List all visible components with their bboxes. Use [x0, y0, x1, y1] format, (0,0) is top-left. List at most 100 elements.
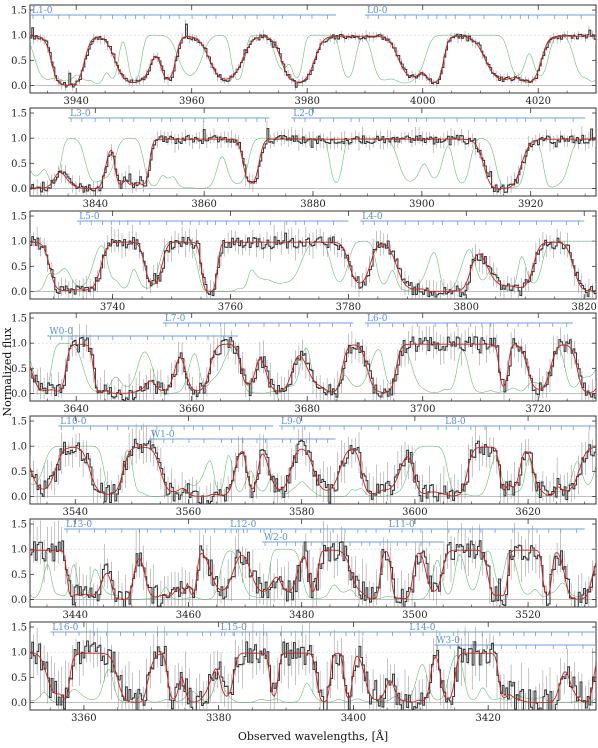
band-label: L2-0 [293, 109, 314, 119]
band-label: L6-0 [367, 314, 388, 324]
panel-6: 0.0 0.5 1.0 1.5 3440 3460 3480 3500 3520 L13-0 L12… [11, 518, 597, 621]
x-axis-title: Observed wavelengths, [Å] [238, 729, 388, 743]
model-fit [30, 446, 596, 497]
band-label: W1-0 [151, 430, 175, 440]
x-tick-label: 3460 [176, 610, 201, 621]
x-tick-label: 3680 [294, 404, 319, 415]
y-tick-label: 1.5 [11, 314, 27, 325]
x-tick-label: 3580 [289, 507, 314, 518]
band-label: L9-0 [281, 417, 302, 427]
x-tick-label: 3840 [83, 199, 108, 210]
band-L14-0: L14-0 [407, 623, 596, 636]
x-tick-label: 3740 [100, 302, 125, 313]
observed-spectrum [30, 540, 596, 607]
y-tick-label: 1.0 [11, 237, 27, 248]
y-tick-label: 0.0 [11, 184, 27, 195]
panel-1: 0.0 0.5 1.0 1.5 3940 3960 3980 4000 4020 L1-0 L0-0 [11, 4, 597, 107]
band-label: L5-0 [79, 212, 100, 222]
band-label: L4-0 [362, 212, 383, 222]
y-tick-label: 0.5 [11, 56, 27, 67]
y-tick-label: 0.0 [11, 492, 27, 503]
y-tick-label: 1.0 [11, 648, 27, 659]
band-label: L16-0 [52, 623, 78, 633]
band-label: L10-0 [60, 417, 86, 427]
panel-frame [29, 312, 597, 402]
y-tick-label: 1.5 [11, 520, 27, 531]
x-tick-label: 3880 [300, 199, 325, 210]
error-bars [30, 221, 596, 299]
x-tick-label: 3560 [176, 507, 201, 518]
y-tick-label: 1.0 [11, 31, 27, 42]
band-label: W3-0 [436, 636, 460, 646]
x-tick-label: 3920 [518, 199, 543, 210]
y-tick-label: 1.0 [11, 134, 27, 145]
y-tick-label: 0.0 [11, 595, 27, 606]
x-tick-label: 3360 [71, 713, 96, 724]
y-tick-label: 1.0 [11, 545, 27, 556]
band-L2-0: L2-0 [291, 109, 586, 122]
y-tick-label: 0.5 [11, 673, 27, 684]
observed-spectrum [30, 336, 596, 401]
y-tick-label: 0.0 [11, 389, 27, 400]
band-label: L8-0 [445, 417, 466, 427]
x-tick-label: 3900 [409, 199, 434, 210]
band-L11-0: L11-0 [386, 520, 585, 533]
band-W2-0: W2-0 [262, 533, 444, 546]
x-tick-label: 3480 [289, 610, 314, 621]
band-L15-0: L15-0 [218, 623, 408, 636]
x-tick-label: 3700 [410, 404, 435, 415]
y-tick-label: 0.0 [11, 698, 27, 709]
band-label: L1-0 [32, 6, 53, 16]
band-label: W2-0 [264, 533, 288, 543]
y-tick-label: 1.5 [11, 417, 27, 428]
observed-spectrum [30, 640, 596, 710]
band-L5-0: L5-0 [77, 212, 349, 225]
band-label: L15-0 [221, 623, 247, 633]
band-label: L0-0 [367, 6, 388, 16]
y-tick-label: 1.5 [11, 109, 27, 120]
band-label: L11-0 [389, 520, 415, 530]
panel-7: 0.0 0.5 1.0 1.5 3360 3380 3400 3420 L16-0 L15-0 L1… [11, 621, 597, 724]
x-tick-label: 3860 [191, 199, 216, 210]
y-axis-title: Normalized flux [1, 327, 14, 417]
panel-2: 0.0 0.5 1.0 1.5 3840 3860 3880 3900 3920 L3-0 L2-0 [11, 107, 597, 210]
x-tick-label: 3820 [571, 302, 596, 313]
y-tick-label: 0.5 [11, 364, 27, 375]
y-tick-label: 0.5 [11, 262, 27, 273]
panel-5: 0.0 0.5 1.0 1.5 3540 3560 3580 3600 3620 L10-0 W1-… [11, 415, 597, 518]
x-tick-label: 3940 [63, 96, 88, 107]
band-label: W0-0 [49, 327, 73, 337]
model-fit [30, 35, 596, 86]
component-profile [30, 34, 596, 85]
x-tick-label: 3600 [402, 507, 427, 518]
x-tick-label: 3980 [294, 96, 319, 107]
model-fit [30, 652, 596, 703]
y-tick-label: 0.5 [11, 570, 27, 581]
band-L10-0: L10-0 [58, 417, 274, 430]
band-L4-0: L4-0 [360, 212, 585, 225]
x-tick-label: 3540 [63, 507, 88, 518]
x-tick-label: 3400 [341, 713, 366, 724]
band-label: L12-0 [230, 520, 256, 530]
band-L6-0: L6-0 [364, 314, 573, 327]
band-L1-0: L1-0 [30, 6, 337, 19]
panel-4: 0.0 0.5 1.0 1.5 3640 3660 3680 3700 3720 W0-0 L7-0… [11, 312, 597, 415]
band-label: L13-0 [66, 520, 92, 530]
band-L7-0: L7-0 [162, 314, 354, 327]
x-tick-label: 3660 [179, 404, 204, 415]
model-fit [30, 138, 596, 189]
band-L0-0: L0-0 [364, 6, 596, 19]
band-W3-0: W3-0 [434, 636, 596, 649]
band-label: L3-0 [70, 109, 91, 119]
y-tick-label: 1.0 [11, 339, 27, 350]
observed-spectrum [30, 232, 596, 298]
panel-3: 0.0 0.5 1.0 1.5 3740 3760 3780 3800 3820 L5-0 L4-0 [11, 210, 597, 313]
x-tick-label: 4020 [526, 96, 551, 107]
y-tick-label: 0.0 [11, 287, 27, 298]
model-fit [30, 343, 596, 394]
x-tick-label: 3500 [402, 610, 427, 621]
y-tick-label: 0.5 [11, 467, 27, 478]
x-tick-label: 3420 [475, 713, 500, 724]
band-L12-0: L12-0 [228, 520, 387, 533]
